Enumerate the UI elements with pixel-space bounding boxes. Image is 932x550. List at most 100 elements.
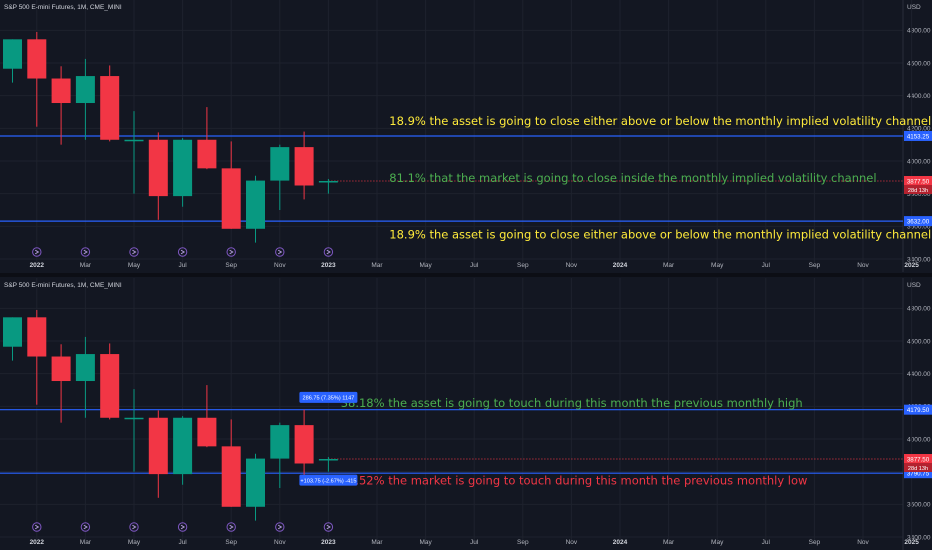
y-tick-label: 4000.00: [907, 436, 931, 443]
candle[interactable]: [246, 453, 265, 521]
candle[interactable]: [124, 389, 144, 472]
earnings-dividend-marker-icon[interactable]: [275, 247, 285, 257]
earnings-dividend-marker-icon[interactable]: [323, 522, 334, 532]
candle[interactable]: [124, 111, 144, 194]
candle[interactable]: [221, 419, 241, 507]
marker-ring: [129, 522, 139, 532]
chart-panel-1[interactable]: 4800.00 4600.00 4400.00 4200.00 4000.00 3800.…: [0, 0, 932, 272]
earnings-dividend-marker-icon[interactable]: [32, 247, 42, 257]
marker-glyph: [326, 524, 331, 530]
x-tick-label: Jul: [470, 539, 479, 546]
price-axis-label[interactable]: 3877.50: [904, 454, 932, 465]
earnings-dividend-marker-icon[interactable]: [323, 247, 334, 257]
x-tick-label: Mar: [371, 262, 383, 269]
candle[interactable]: [173, 416, 193, 485]
annotation-text[interactable]: 56.52% the market is going to touch duri…: [341, 474, 808, 488]
x-tick-label: Jul: [178, 262, 187, 269]
panel-separator[interactable]: [0, 273, 932, 277]
candle[interactable]: [270, 422, 290, 488]
earnings-dividend-marker-icon[interactable]: [226, 522, 236, 532]
marker-ring: [80, 522, 91, 532]
candle[interactable]: [294, 131, 314, 200]
earnings-dividend-marker-icon[interactable]: [177, 247, 188, 257]
price-axis-label[interactable]: 3632.00: [904, 216, 932, 227]
candle[interactable]: [100, 65, 120, 142]
price-axis-label-text: 3877.50: [907, 178, 930, 185]
candle[interactable]: [173, 138, 193, 207]
marker-glyph: [34, 249, 40, 255]
x-tick-label: 2023: [321, 262, 336, 269]
candle[interactable]: [75, 336, 95, 418]
earnings-dividend-marker-icon[interactable]: [275, 522, 285, 532]
earnings-dividend-marker-icon[interactable]: [80, 522, 91, 532]
y-tick-label: 3400.00: [907, 534, 931, 541]
candle[interactable]: [51, 344, 71, 423]
annotation-text[interactable]: 18.9% the asset is going to close either…: [389, 114, 931, 128]
countdown-label: 28d 13h: [908, 466, 928, 472]
annotation-text[interactable]: 38.18% the asset is going to touch durin…: [341, 396, 803, 410]
earnings-dividend-marker-icon[interactable]: [129, 522, 139, 532]
candle[interactable]: [318, 178, 338, 194]
marker-glyph: [132, 524, 137, 530]
candle[interactable]: [221, 141, 241, 229]
marker-glyph: [34, 524, 40, 530]
candle[interactable]: [197, 107, 217, 170]
price-axis-label[interactable]: 4179.50: [904, 404, 932, 415]
marker-ring: [32, 247, 42, 257]
marker-glyph: [277, 524, 283, 530]
price-axis-label-box: [904, 176, 932, 187]
candle[interactable]: [148, 132, 168, 220]
marker-ring: [177, 247, 188, 257]
x-tick-label: Sep: [809, 262, 821, 269]
candle[interactable]: [197, 385, 217, 448]
candle[interactable]: [294, 409, 314, 478]
x-tick-label: Sep: [225, 262, 237, 269]
marker-glyph: [229, 524, 234, 530]
chart-title: S&P 500 E-mini Futures, 1M, CME_MINI: [4, 282, 122, 289]
candle[interactable]: [148, 410, 168, 498]
candle[interactable]: [246, 175, 265, 243]
annotation-text[interactable]: 18.9% the asset is going to close either…: [389, 228, 931, 242]
chart-panel-2[interactable]: 4800.004600.004400.004200.004000.003800.…: [0, 278, 932, 550]
candle[interactable]: [318, 456, 338, 472]
candle-body: [221, 446, 241, 507]
x-tick-label: May: [419, 539, 432, 546]
candle[interactable]: [51, 66, 71, 145]
candle-body: [246, 458, 265, 507]
marker-ring: [226, 247, 236, 257]
candle[interactable]: [27, 31, 47, 127]
candle[interactable]: [75, 58, 95, 140]
candle[interactable]: [100, 343, 120, 420]
x-tick-label: Nov: [274, 539, 286, 546]
candle[interactable]: [3, 317, 22, 361]
candle[interactable]: [270, 144, 290, 210]
price-axis-label-text: 4153.25: [907, 133, 930, 140]
marker-glyph: [229, 249, 234, 255]
x-tick-label: Mar: [663, 262, 675, 269]
candle[interactable]: [3, 39, 22, 83]
measure-label[interactable]: +103.75 (-2.67%) -415: [299, 474, 358, 486]
chart-title: S&P 500 E-mini Futures, 1M, CME_MINI: [4, 4, 122, 11]
marker-ring: [177, 522, 188, 532]
candle[interactable]: [27, 309, 47, 405]
currency-label: USD: [907, 282, 921, 289]
earnings-dividend-marker-icon[interactable]: [177, 522, 188, 532]
candle-body: [27, 317, 47, 357]
candle-body: [51, 356, 71, 382]
marker-ring: [129, 247, 139, 257]
price-axis-label-text: 3877.50: [907, 456, 930, 463]
x-tick-label: May: [419, 262, 432, 269]
earnings-dividend-marker-icon[interactable]: [32, 522, 42, 532]
earnings-dividend-marker-icon[interactable]: [129, 247, 139, 257]
earnings-dividend-marker-icon[interactable]: [226, 247, 236, 257]
earnings-dividend-marker-icon[interactable]: [80, 247, 91, 257]
annotation-text[interactable]: 81.1% that the market is going to close …: [389, 171, 876, 185]
price-axis-label[interactable]: 3790.75: [904, 468, 932, 479]
x-tick-label: 2025: [904, 539, 919, 546]
measure-label[interactable]: 286.75 (7.35%) 1147: [299, 391, 358, 403]
candle-body: [221, 168, 241, 229]
price-axis-label[interactable]: 3877.50: [904, 176, 932, 187]
x-tick-label: Sep: [809, 539, 821, 546]
price-axis-label[interactable]: 4153.25: [904, 130, 932, 141]
